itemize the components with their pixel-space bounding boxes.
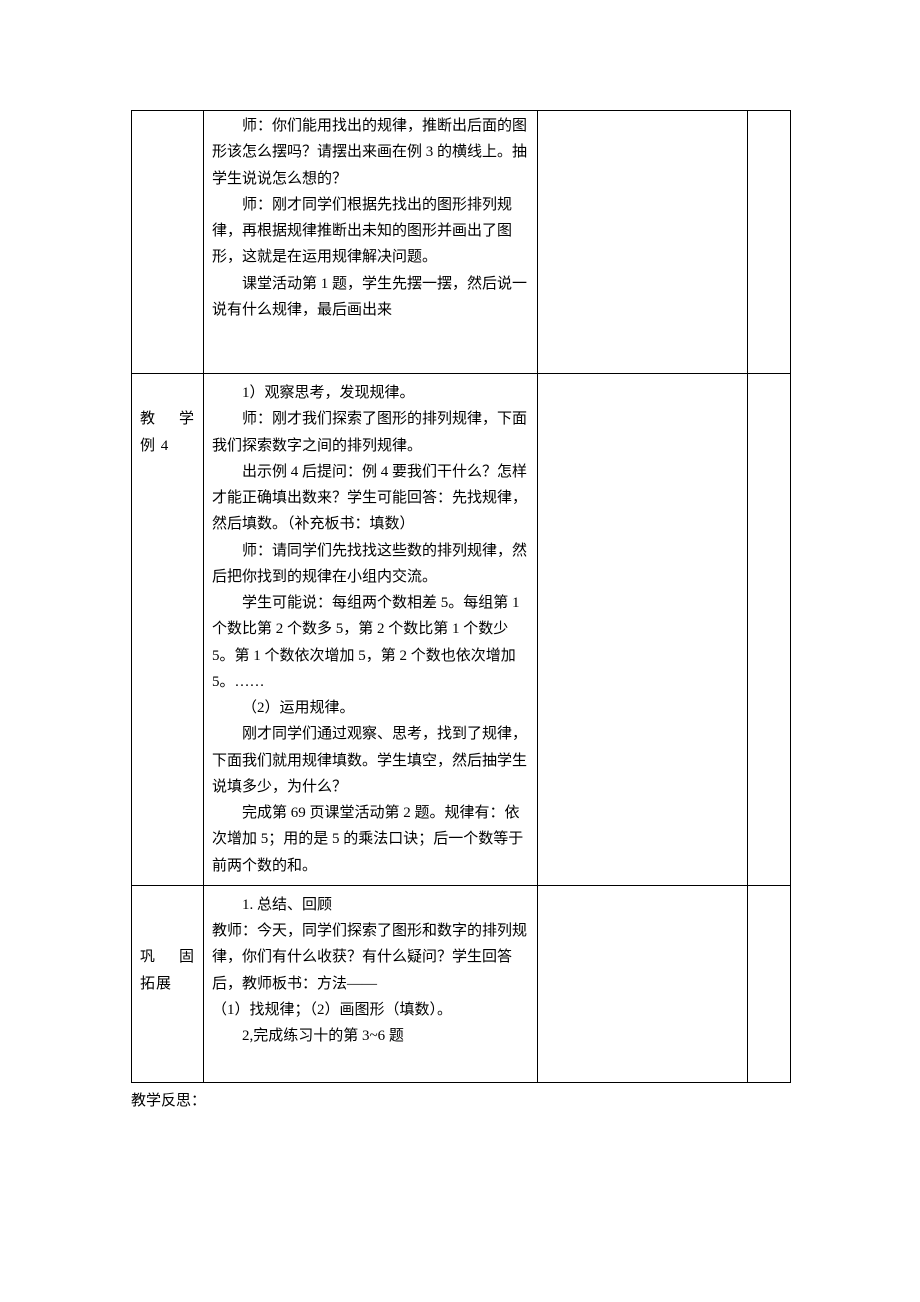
- row2-label-line1: 教 学: [140, 406, 195, 432]
- row3-p1: 1. 总结、回顾: [212, 892, 529, 918]
- row3-blank1: [538, 885, 748, 1082]
- row3-label-line1: 巩 固: [140, 944, 195, 970]
- footnote: 教学反思：: [131, 1089, 789, 1110]
- row2-label-empty: [140, 380, 195, 406]
- row3-label-cell: 巩 固 拓展: [132, 885, 204, 1082]
- row1-label-cell: [132, 111, 204, 374]
- row2-label-line1-b: 学: [179, 406, 195, 432]
- row3-label-line1-a: 巩: [140, 944, 156, 970]
- row3-p4: 2,完成练习十的第 3~6 题: [212, 1023, 529, 1049]
- row2-p1: 1）观察思考，发现规律。: [212, 380, 529, 406]
- row3-label-line1-b: 固: [179, 944, 195, 970]
- row2-p3: 出示例 4 后提问：例 4 要我们干什么？怎样才能正确填出数来？学生可能回答：先…: [212, 459, 529, 538]
- row1-p1: 师：你们能用找出的规律，推断出后面的图形该怎么摆吗？请摆出来画在例 3 的横线上…: [212, 113, 529, 192]
- row3-p3: （1）找规律；（2）画图形（填数）。: [212, 997, 529, 1023]
- row2-p5: 学生可能说：每组两个数相差 5。每组第 1 个数比第 2 个数多 5，第 2 个…: [212, 590, 529, 695]
- row1-blank1: [538, 111, 748, 374]
- row2-p4: 师：请同学们先找找这些数的排列规律，然后把你找到的规律在小组内交流。: [212, 538, 529, 591]
- row3-p2: 教师：今天，同学们探索了图形和数字的排列规律，你们有什么收获？有什么疑问？学生回…: [212, 918, 529, 997]
- row2-blank2: [748, 374, 791, 886]
- row2-label-cell: 教 学 例 4: [132, 374, 204, 886]
- row2-p6: （2）运用规律。: [212, 695, 529, 721]
- row3-content-cell: 1. 总结、回顾 教师：今天，同学们探索了图形和数字的排列规律，你们有什么收获？…: [204, 885, 538, 1082]
- lesson-plan-table: 师：你们能用找出的规律，推断出后面的图形该怎么摆吗？请摆出来画在例 3 的横线上…: [131, 110, 791, 1083]
- row3-label-line2: 拓展: [140, 971, 195, 997]
- row2-p8: 完成第 69 页课堂活动第 2 题。规律有：依次增加 5；用的是 5 的乘法口诀…: [212, 800, 529, 879]
- row2-label-line1-a: 教: [140, 406, 156, 432]
- row1-p3: 课堂活动第 1 题，学生先摆一摆，然后说一说有什么规律，最后画出来: [212, 271, 529, 324]
- row1-content-cell: 师：你们能用找出的规律，推断出后面的图形该怎么摆吗？请摆出来画在例 3 的横线上…: [204, 111, 538, 374]
- row1-p2: 师：刚才同学们根据先找出的图形排列规律，再根据规律推断出未知的图形并画出了图形，…: [212, 192, 529, 271]
- row2-p7: 刚才同学们通过观察、思考，找到了规律，下面我们就用规律填数。学生填空，然后抽学生…: [212, 721, 529, 800]
- row1-blank2: [748, 111, 791, 374]
- row2-content-cell: 1）观察思考，发现规律。 师：刚才我们探索了图形的排列规律，下面我们探索数字之间…: [204, 374, 538, 886]
- row3-blank2: [748, 885, 791, 1082]
- row3-label-empty2: [140, 918, 195, 944]
- row2-blank1: [538, 374, 748, 886]
- row3-p5: [212, 1049, 529, 1075]
- row2-p2: 师：刚才我们探索了图形的排列规律，下面我们探索数字之间的排列规律。: [212, 406, 529, 459]
- row2-label-line2: 例 4: [140, 433, 195, 459]
- row3-label-empty1: [140, 892, 195, 918]
